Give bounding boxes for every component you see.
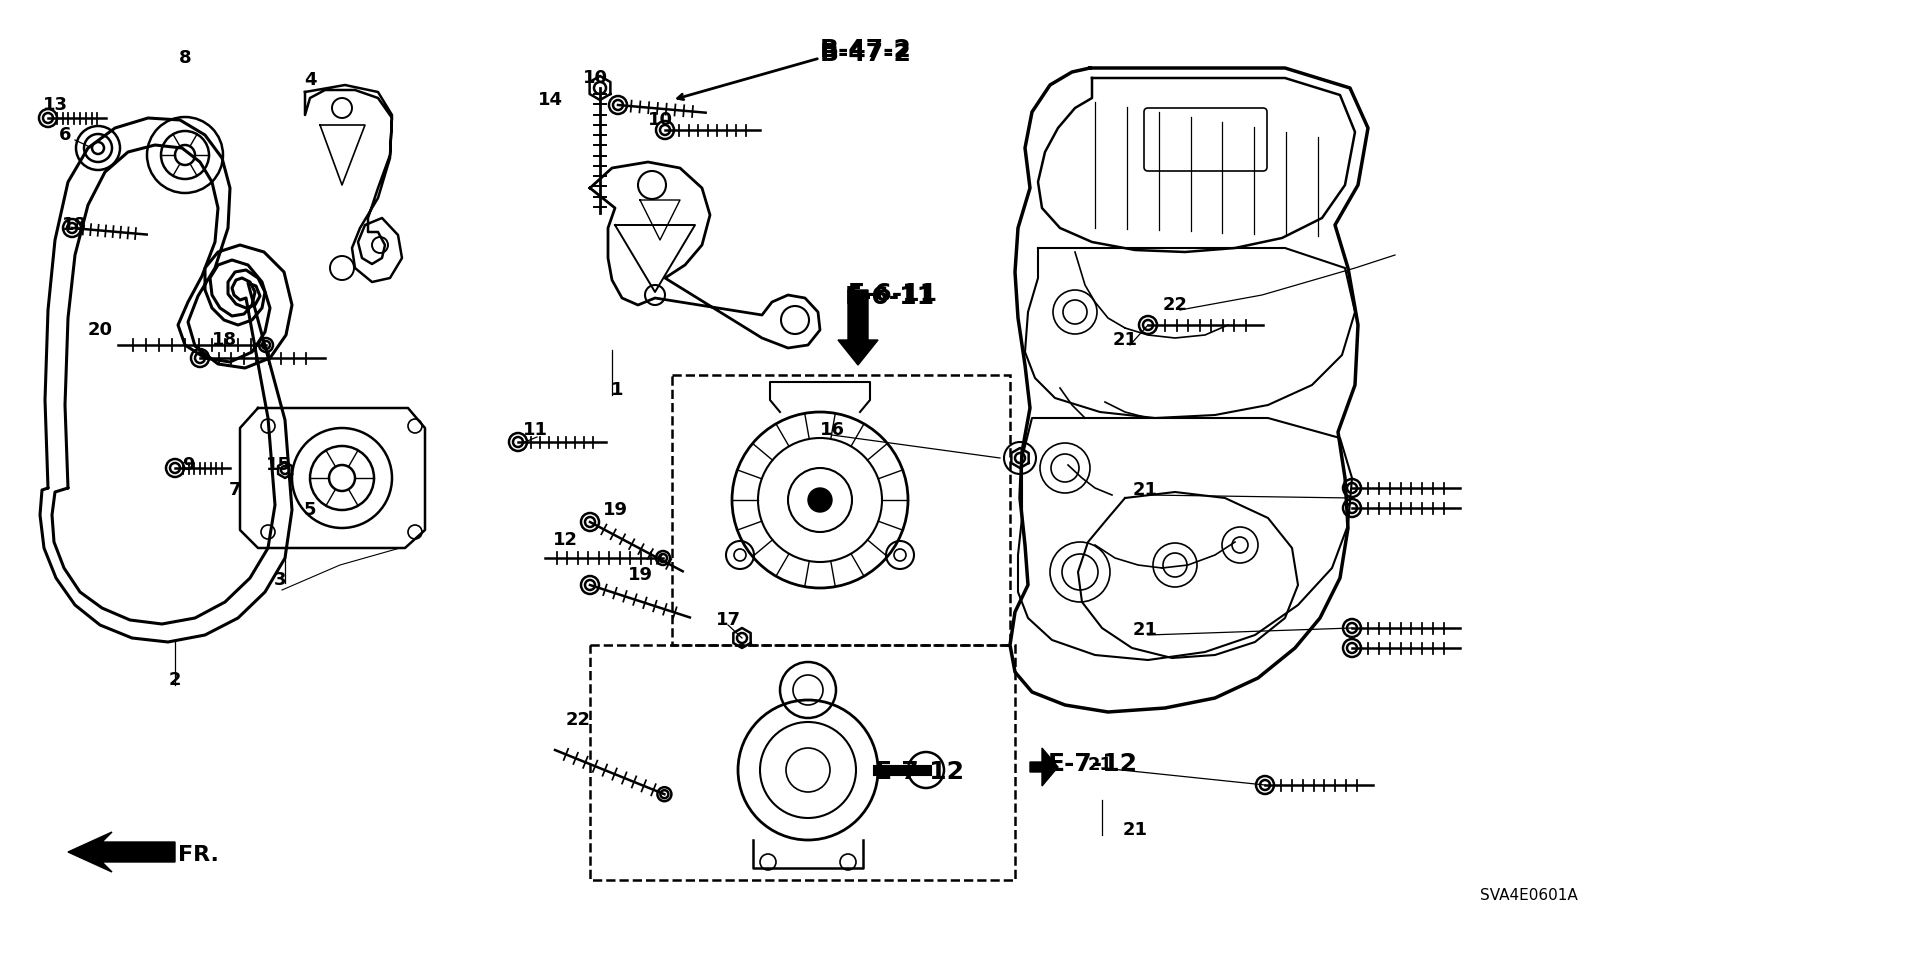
Text: 19: 19 — [628, 566, 653, 584]
Polygon shape — [837, 290, 877, 365]
Polygon shape — [1029, 748, 1058, 786]
Text: B-47-2: B-47-2 — [820, 42, 912, 66]
Text: E-6-11: E-6-11 — [845, 285, 935, 309]
Text: 14: 14 — [538, 91, 563, 109]
Text: 5: 5 — [303, 501, 317, 519]
Text: 1: 1 — [611, 381, 624, 399]
Text: 22: 22 — [1162, 296, 1187, 314]
Text: SVA4E0601A: SVA4E0601A — [1480, 888, 1578, 903]
Text: 18: 18 — [63, 216, 88, 234]
Text: 16: 16 — [820, 421, 845, 439]
Text: E-7-12: E-7-12 — [876, 760, 966, 784]
Polygon shape — [67, 832, 175, 872]
Text: 15: 15 — [265, 456, 290, 474]
Text: 8: 8 — [179, 49, 192, 67]
Circle shape — [808, 488, 831, 512]
Text: 3: 3 — [275, 571, 286, 589]
Text: 7: 7 — [228, 481, 242, 499]
Bar — [589, 645, 1016, 880]
Text: 22: 22 — [566, 711, 591, 729]
Text: 11: 11 — [522, 421, 547, 439]
Text: 18: 18 — [213, 331, 238, 349]
Text: E-6-11: E-6-11 — [849, 282, 939, 306]
Text: 20: 20 — [88, 321, 113, 339]
Text: 19: 19 — [603, 501, 628, 519]
Text: 21: 21 — [1112, 331, 1137, 349]
Text: 6: 6 — [60, 126, 71, 144]
Text: B-47-2: B-47-2 — [820, 38, 912, 62]
Text: 21: 21 — [1133, 621, 1158, 639]
Text: 21: 21 — [1123, 821, 1148, 839]
Text: 10: 10 — [647, 111, 672, 129]
Text: 21: 21 — [1133, 481, 1158, 499]
Text: FR.: FR. — [179, 845, 219, 865]
Text: 2: 2 — [169, 671, 180, 689]
Bar — [672, 375, 1010, 645]
Text: 10: 10 — [582, 69, 607, 87]
Text: 13: 13 — [42, 96, 67, 114]
Text: 9: 9 — [182, 456, 194, 474]
Text: 12: 12 — [553, 531, 578, 549]
Text: 17: 17 — [716, 611, 741, 629]
Text: 21: 21 — [1087, 756, 1112, 774]
Text: E-7-12: E-7-12 — [1048, 752, 1139, 776]
Text: 4: 4 — [303, 71, 317, 89]
